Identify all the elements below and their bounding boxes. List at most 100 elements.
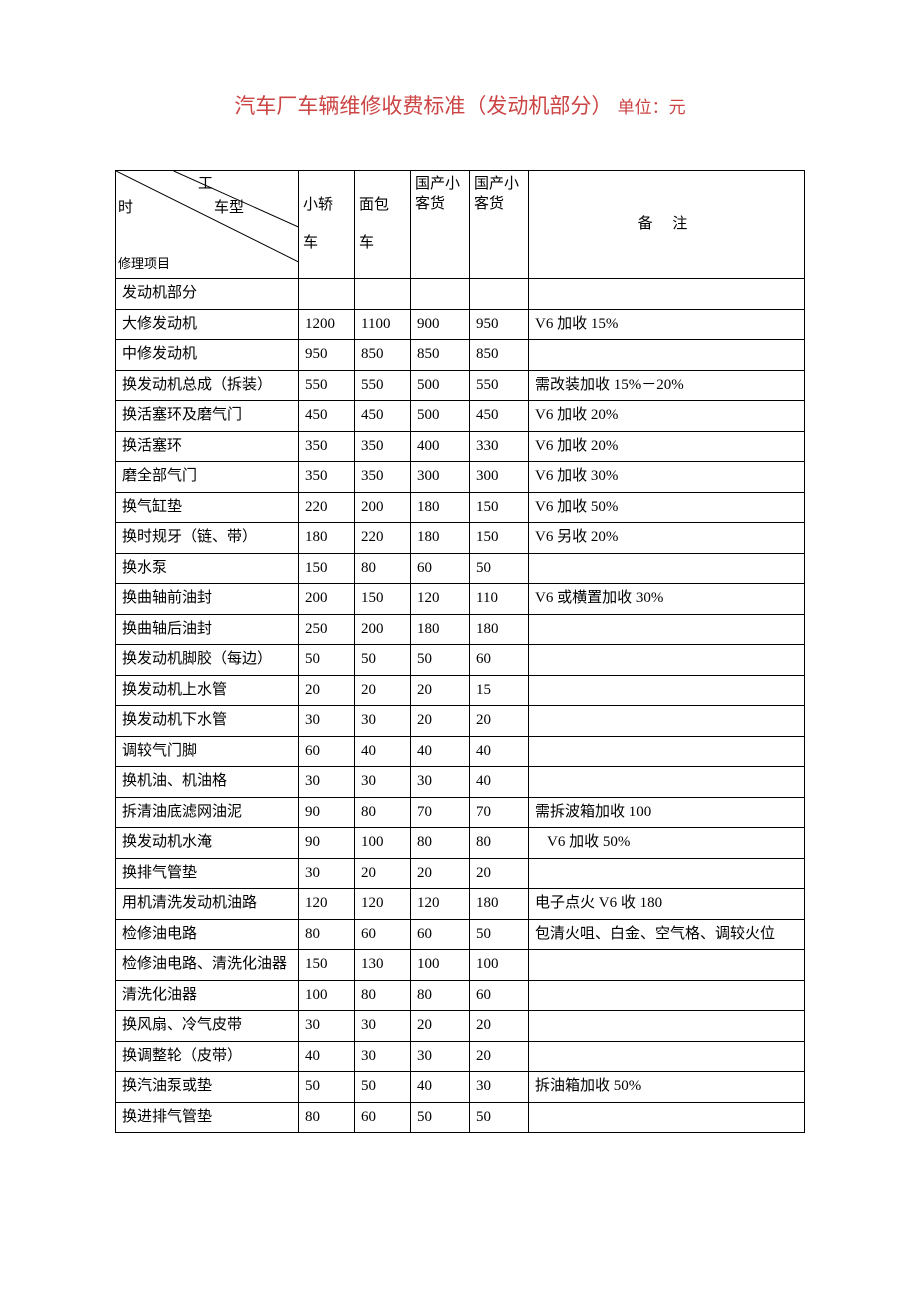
table-row: 换曲轴前油封200150120110V6 或横置加收 30% [116,584,805,615]
cell-remark: V6 或横置加收 30% [529,584,805,615]
table-row: 换曲轴后油封250200180180 [116,614,805,645]
cell-c3: 80 [355,553,411,584]
cell-remark: 需改装加收 15%－20% [529,370,805,401]
cell-c5: 40 [470,767,529,798]
cell-c2: 150 [299,950,355,981]
cell-c2: 50 [299,645,355,676]
cell-c2: 250 [299,614,355,645]
table-row: 换时规牙（链、带）180220180150V6 另收 20% [116,523,805,554]
cell-remark [529,1011,805,1042]
cell-c2: 40 [299,1041,355,1072]
cell-remark [529,340,805,371]
table-row: 换发动机下水管30302020 [116,706,805,737]
cell-c2: 50 [299,1072,355,1103]
cell-c3: 350 [355,431,411,462]
cell-c5: 150 [470,523,529,554]
cell-c3: 150 [355,584,411,615]
table-row: 换发动机水淹901008080V6 加收 50% [116,828,805,859]
section-remark [529,279,805,310]
cell-remark [529,645,805,676]
cell-name: 调较气门脚 [116,736,299,767]
cell-c3: 80 [355,797,411,828]
table-row: 调较气门脚60404040 [116,736,805,767]
cell-c4: 70 [411,797,470,828]
cell-c2: 220 [299,492,355,523]
cell-c5: 180 [470,889,529,920]
page-title: 汽车厂车辆维修收费标准（发动机部分） 单位：元 [115,90,805,120]
cell-remark: V6 加收 50% [529,828,805,859]
header-diagonal-cell: 工 时 车型 修理项目 [116,171,299,279]
cell-c4: 20 [411,706,470,737]
table-row: 用机清洗发动机油路120120120180电子点火 V6 收 180 [116,889,805,920]
cell-c5: 50 [470,919,529,950]
cell-name: 换调整轮（皮带） [116,1041,299,1072]
cell-name: 中修发动机 [116,340,299,371]
cell-c5: 550 [470,370,529,401]
cell-remark: V6 加收 20% [529,401,805,432]
cell-c3: 30 [355,706,411,737]
cell-c2: 30 [299,767,355,798]
cell-c3: 30 [355,1041,411,1072]
cell-c5: 70 [470,797,529,828]
cell-c3: 120 [355,889,411,920]
table-row: 磨全部气门350350300300V6 加收 30% [116,462,805,493]
cell-c3: 350 [355,462,411,493]
section-c5 [470,279,529,310]
cell-name: 换汽油泵或垫 [116,1072,299,1103]
cell-c2: 100 [299,980,355,1011]
cell-c4: 900 [411,309,470,340]
cell-c2: 30 [299,858,355,889]
cell-name: 换发动机下水管 [116,706,299,737]
cell-c5: 50 [470,1102,529,1133]
table-row: 换排气管垫30202020 [116,858,805,889]
table-row: 检修油电路80606050包清火咀、白金、空气格、调较火位 [116,919,805,950]
cell-c5: 50 [470,553,529,584]
cell-c2: 450 [299,401,355,432]
table-row: 换风扇、冷气皮带30302020 [116,1011,805,1042]
cell-c4: 500 [411,401,470,432]
table-row: 换气缸垫220200180150V6 加收 50% [116,492,805,523]
table-row: 拆清油底滤网油泥90807070需拆波箱加收 100 [116,797,805,828]
cell-c4: 50 [411,1102,470,1133]
cell-c4: 300 [411,462,470,493]
cell-c5: 110 [470,584,529,615]
cell-c3: 200 [355,614,411,645]
cell-name: 检修油电路、清洗化油器 [116,950,299,981]
cell-name: 大修发动机 [116,309,299,340]
cell-c5: 60 [470,645,529,676]
cell-c4: 60 [411,553,470,584]
table-row: 换汽油泵或垫50504030拆油箱加收 50% [116,1072,805,1103]
cell-name: 检修油电路 [116,919,299,950]
cell-c2: 30 [299,706,355,737]
cell-c3: 50 [355,645,411,676]
cell-c4: 500 [411,370,470,401]
table-row: 换活塞环350350400330V6 加收 20% [116,431,805,462]
cell-c4: 80 [411,980,470,1011]
cell-c4: 60 [411,919,470,950]
cell-c4: 50 [411,645,470,676]
section-c2 [299,279,355,310]
cell-c5: 20 [470,706,529,737]
header-label-chexing: 车型 [214,199,244,219]
cell-name: 换曲轴后油封 [116,614,299,645]
cell-c2: 200 [299,584,355,615]
cell-c3: 20 [355,858,411,889]
cell-c5: 60 [470,980,529,1011]
cell-c2: 350 [299,462,355,493]
cell-remark [529,858,805,889]
cell-remark: V6 另收 20% [529,523,805,554]
cell-name: 换发动机水淹 [116,828,299,859]
cell-c4: 80 [411,828,470,859]
cell-name: 换水泵 [116,553,299,584]
section-row: 发动机部分 [116,279,805,310]
section-name: 发动机部分 [116,279,299,310]
cell-c2: 80 [299,1102,355,1133]
cell-name: 换机油、机油格 [116,767,299,798]
table-row: 换发动机上水管20202015 [116,675,805,706]
header-label-shi: 时 [118,199,133,219]
cell-remark [529,1102,805,1133]
cell-c5: 15 [470,675,529,706]
cell-c3: 40 [355,736,411,767]
cell-c2: 950 [299,340,355,371]
cell-c5: 100 [470,950,529,981]
